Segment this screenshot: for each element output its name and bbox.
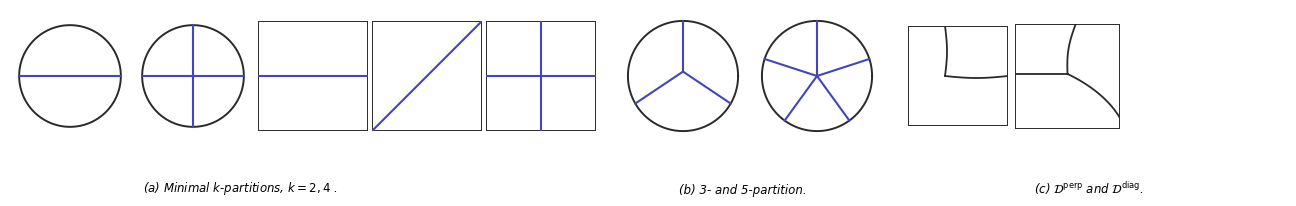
Text: (a) Minimal $k$-partitions, $k = 2, 4$ .: (a) Minimal $k$-partitions, $k = 2, 4$ . — [143, 179, 337, 196]
Text: (b) 3- and 5-partition.: (b) 3- and 5-partition. — [679, 183, 806, 196]
Text: (c) $\mathcal{D}^{\mathrm{perp}}$ and $\mathcal{D}^{\mathrm{diag}}$.: (c) $\mathcal{D}^{\mathrm{perp}}$ and $\… — [1034, 179, 1143, 196]
